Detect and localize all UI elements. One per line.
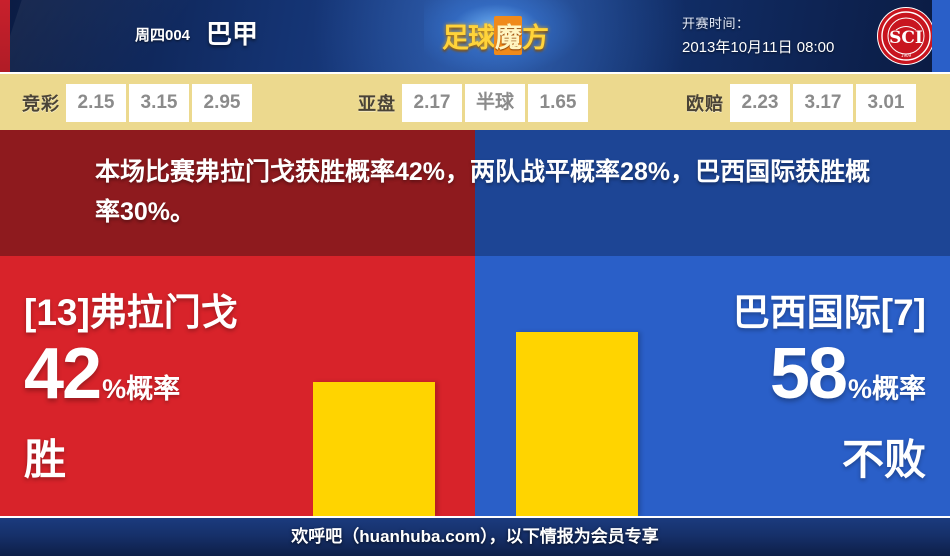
away-probability-row: 58 %概率 bbox=[770, 338, 926, 410]
home-probability-row: 42 %概率 bbox=[24, 338, 180, 410]
header-left-stripe bbox=[0, 0, 10, 72]
odds-label-yapan: 亚盘 bbox=[358, 94, 396, 114]
away-team-name: 巴西国际[7] bbox=[732, 292, 926, 333]
logo-text-highlight: 魔 bbox=[494, 16, 522, 55]
kickoff-label: 开赛时间： bbox=[682, 16, 750, 31]
home-probability-value: 42 bbox=[24, 334, 102, 414]
header-body: 周四004 巴甲 足球魔方 开赛时间： 2013年10月11日 08:00 SC… bbox=[10, 0, 932, 72]
odds-value-jingcai-home[interactable]: 2.15 bbox=[66, 84, 126, 122]
odds-group-yapan: 亚盘 2.17 半球 1.65 bbox=[358, 74, 591, 132]
summary-text: 本场比赛弗拉门戈获胜概率42%，两队战平概率28%，巴西国际获胜概率30%。 bbox=[95, 158, 871, 226]
header-right-stripe bbox=[932, 0, 950, 72]
away-panel: 巴西国际[7] 58 %概率 不败 bbox=[475, 256, 950, 516]
odds-value-yapan-away[interactable]: 1.65 bbox=[528, 84, 588, 122]
club-crest-icon: SCI 1909 bbox=[876, 6, 932, 66]
home-team-name: [13]弗拉门戈 bbox=[24, 292, 238, 333]
site-logo[interactable]: 足球魔方 bbox=[424, 0, 584, 72]
summary-band-away-half bbox=[475, 130, 950, 256]
summary-band-home-half bbox=[0, 130, 475, 256]
odds-value-oupei-draw[interactable]: 3.17 bbox=[793, 84, 853, 122]
away-probability-value: 58 bbox=[769, 334, 848, 414]
probability-panels: [13]弗拉门戈 42 %概率 胜 巴西国际[7] 58 %概率 不败 bbox=[0, 256, 950, 516]
logo-text: 足球魔方 bbox=[442, 16, 562, 55]
odds-bar: 竞彩 2.15 3.15 2.95 亚盘 2.17 半球 1.65 欧赔 2.2… bbox=[0, 72, 950, 130]
odds-value-yapan-handicap[interactable]: 半球 bbox=[465, 84, 525, 122]
odds-value-oupei-away[interactable]: 3.01 bbox=[856, 84, 916, 122]
logo-text-part1: 足球 bbox=[442, 23, 495, 53]
header-bar: 周四004 巴甲 足球魔方 开赛时间： 2013年10月11日 08:00 SC… bbox=[0, 0, 950, 72]
odds-value-oupei-home[interactable]: 2.23 bbox=[730, 84, 790, 122]
odds-label-jingcai: 竞彩 bbox=[22, 94, 60, 114]
footer-bar: 欢呼吧（huanhuba.com），以下情报为会员专享 bbox=[0, 516, 950, 556]
away-probability-bar bbox=[516, 332, 638, 516]
footer-text: 欢呼吧（huanhuba.com），以下情报为会员专享 bbox=[291, 527, 659, 546]
away-outcome-label: 不败 bbox=[841, 436, 926, 483]
logo-text-part2: 方 bbox=[522, 23, 549, 53]
odds-value-jingcai-draw[interactable]: 3.15 bbox=[129, 84, 189, 122]
svg-text:SCI: SCI bbox=[889, 28, 923, 48]
odds-group-oupei: 欧赔 2.23 3.17 3.01 bbox=[686, 74, 919, 132]
odds-label-oupei: 欧赔 bbox=[686, 94, 724, 114]
kickoff-time: 2013年10月11日 08:00 bbox=[682, 39, 835, 56]
home-panel: [13]弗拉门戈 42 %概率 胜 bbox=[0, 256, 475, 516]
odds-group-jingcai: 竞彩 2.15 3.15 2.95 bbox=[22, 74, 255, 132]
home-probability-bar bbox=[313, 382, 435, 516]
summary-band: 本场比赛弗拉门戈获胜概率42%，两队战平概率28%，巴西国际获胜概率30%。 bbox=[0, 130, 950, 256]
away-probability-suffix: %概率 bbox=[847, 374, 926, 404]
svg-text:1909: 1909 bbox=[901, 53, 912, 58]
odds-value-jingcai-away[interactable]: 2.95 bbox=[192, 84, 252, 122]
league-name: 巴甲 bbox=[206, 19, 259, 49]
odds-value-yapan-home[interactable]: 2.17 bbox=[402, 84, 462, 122]
match-round: 周四004 bbox=[135, 27, 191, 44]
home-probability-suffix: %概率 bbox=[102, 374, 181, 404]
home-outcome-label: 胜 bbox=[24, 436, 67, 483]
